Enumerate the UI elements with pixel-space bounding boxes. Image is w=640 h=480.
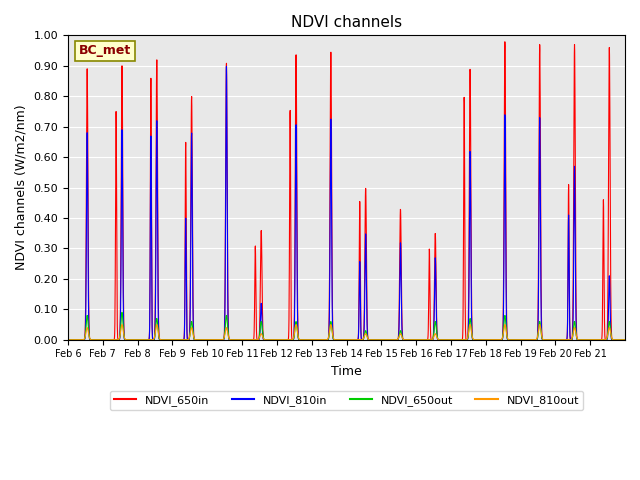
Y-axis label: NDVI channels (W/m2/nm): NDVI channels (W/m2/nm) [15,105,28,270]
Legend: NDVI_650in, NDVI_810in, NDVI_650out, NDVI_810out: NDVI_650in, NDVI_810in, NDVI_650out, NDV… [109,391,584,410]
Text: BC_met: BC_met [79,45,131,58]
X-axis label: Time: Time [331,365,362,378]
Title: NDVI channels: NDVI channels [291,15,402,30]
